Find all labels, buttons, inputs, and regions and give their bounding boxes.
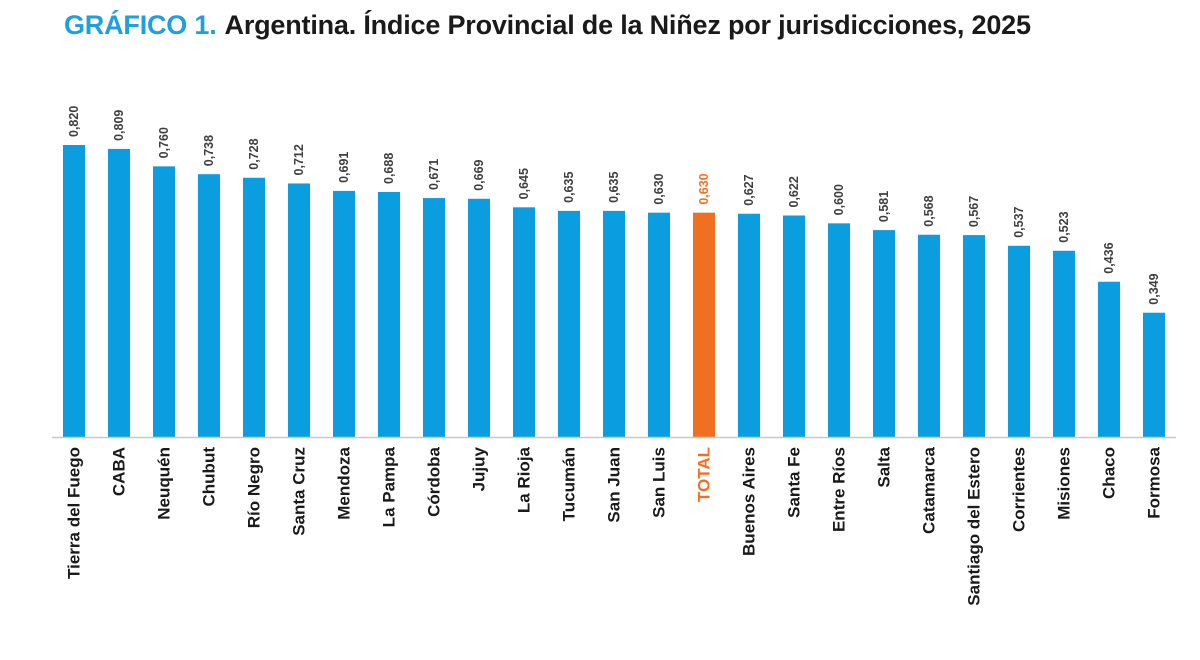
category-label-20: Santiago del Estero [965,447,984,606]
bar-22 [1053,250,1075,437]
bar-18 [873,230,895,437]
bar-13 [648,212,670,437]
category-label-6: Mendoza [335,446,354,519]
bar-15 [738,213,760,437]
chart-title: GRÁFICO 1. Argentina. Índice Provincial d… [64,10,1031,41]
value-label-12: 0,635 [607,172,621,203]
bar-1 [108,148,130,438]
bar-12 [603,210,625,437]
category-label-23: Chaco [1100,447,1119,499]
bar-7 [378,192,400,437]
value-label-14: 0,630 [697,173,711,204]
value-label-21: 0,537 [1012,206,1026,237]
value-label-22: 0,523 [1057,211,1071,242]
value-label-8: 0,671 [427,159,441,190]
bar-8 [423,198,445,437]
bar-4 [243,177,265,437]
value-label-23: 0,436 [1102,242,1116,273]
value-label-7: 0,688 [382,153,396,184]
value-label-19: 0,568 [922,195,936,226]
bar-23 [1098,281,1120,437]
category-label-17: Entre Ríos [830,447,849,532]
value-label-15: 0,627 [742,174,756,205]
bar-9 [468,198,490,437]
value-label-4: 0,728 [247,138,261,169]
chart-title-text: Argentina. Índice Provincial de la Niñez… [224,10,1031,40]
bar-6 [333,190,355,437]
category-label-14: TOTAL [695,447,714,502]
bar-14 [693,212,715,437]
bar-11 [558,210,580,437]
bar-20 [963,235,985,437]
value-label-17: 0,600 [832,184,846,215]
bar-0 [63,145,85,437]
bar-10 [513,207,535,437]
bar-16 [783,215,805,437]
bar-2 [153,166,175,438]
value-label-6: 0,691 [337,152,351,183]
bar-5 [288,183,310,437]
bar-3 [198,174,220,437]
category-label-16: Santa Fe [785,447,804,518]
bar-24 [1143,312,1165,437]
category-label-8: Córdoba [425,446,444,516]
value-label-2: 0,760 [157,127,171,158]
value-label-10: 0,645 [517,168,531,199]
value-label-13: 0,630 [652,173,666,204]
category-label-1: CABA [110,447,129,496]
value-label-1: 0,809 [112,110,126,141]
value-label-16: 0,622 [787,176,801,207]
category-label-0: Tierra del Fuego [65,447,84,579]
category-label-11: Tucumán [560,447,579,521]
bar-19 [918,234,940,437]
value-label-9: 0,669 [472,159,486,190]
value-label-24: 0,349 [1147,273,1161,304]
category-label-9: Jujuy [470,446,489,491]
category-label-2: Neuquén [155,447,174,520]
value-label-11: 0,635 [562,172,576,203]
value-label-5: 0,712 [292,144,306,175]
value-label-20: 0,567 [967,196,981,227]
bar-17 [828,223,850,437]
category-label-13: San Luis [650,447,669,518]
category-label-12: San Juan [605,447,624,523]
chart-title-prefix: GRÁFICO 1. [64,10,217,40]
category-label-18: Salta [875,446,894,487]
category-label-15: Buenos Aires [740,447,759,556]
bar-21 [1008,245,1030,437]
value-label-18: 0,581 [877,191,891,222]
category-label-3: Chubut [200,447,219,507]
value-label-3: 0,738 [202,135,216,166]
category-label-4: Río Negro [245,447,264,528]
category-label-5: Santa Cruz [290,447,309,536]
category-label-24: Formosa [1145,446,1164,518]
category-label-10: La Rioja [515,446,534,513]
category-label-7: La Pampa [380,446,399,527]
category-label-19: Catamarca [920,446,939,533]
category-label-22: Misiones [1055,447,1074,520]
value-label-0: 0,820 [67,106,81,137]
category-label-21: Corrientes [1010,447,1029,532]
